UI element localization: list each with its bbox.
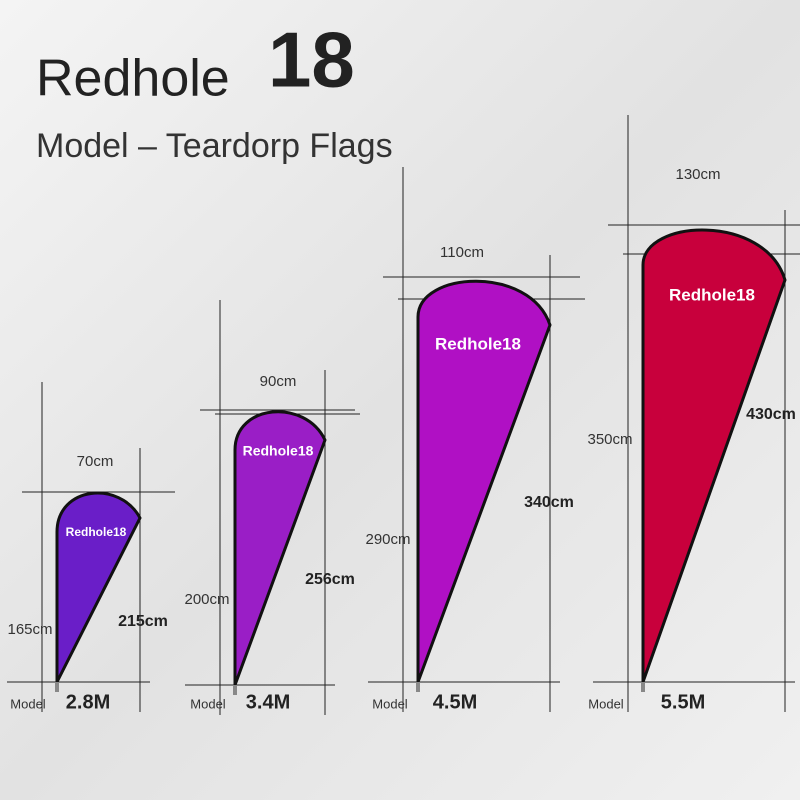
width-label: 70cm — [77, 453, 114, 470]
flag-label: Redhole18 — [66, 525, 127, 539]
flag-label: Redhole18 — [243, 443, 314, 459]
total-height-label: 430cm — [746, 406, 796, 423]
flag — [416, 279, 552, 684]
pole-base — [55, 682, 59, 692]
model-label: Model — [588, 696, 624, 711]
flag — [233, 410, 327, 687]
pole-base — [416, 682, 420, 692]
brand: Redhole — [36, 50, 230, 108]
model-label: Model — [10, 696, 46, 711]
pole-base — [641, 682, 645, 692]
flag-label: Redhole18 — [669, 285, 755, 304]
subtitle: Model – Teardorp Flags — [36, 127, 393, 165]
width-label: 130cm — [675, 166, 720, 183]
width-label: 90cm — [260, 373, 297, 390]
brand-number: 18 — [268, 16, 355, 104]
model-size: 4.5M — [433, 691, 477, 713]
pole-height-label: 165cm — [7, 621, 52, 638]
width-label: 110cm — [440, 244, 484, 261]
pole-base — [233, 685, 237, 695]
total-height-label: 340cm — [524, 494, 574, 511]
model-size: 2.8M — [66, 691, 110, 713]
model-size: 5.5M — [661, 691, 705, 713]
pole-height-label: 200cm — [184, 591, 229, 608]
model-label: Model — [190, 696, 226, 711]
flag — [55, 491, 142, 684]
pole-height-label: 350cm — [587, 431, 632, 448]
model-size: 3.4M — [246, 691, 290, 713]
flag — [641, 228, 787, 684]
model-label: Model — [372, 696, 408, 711]
pole-height-label: 290cm — [365, 531, 410, 548]
flag-label: Redhole18 — [435, 334, 521, 353]
total-height-label: 256cm — [305, 571, 355, 588]
total-height-label: 215cm — [118, 613, 168, 630]
